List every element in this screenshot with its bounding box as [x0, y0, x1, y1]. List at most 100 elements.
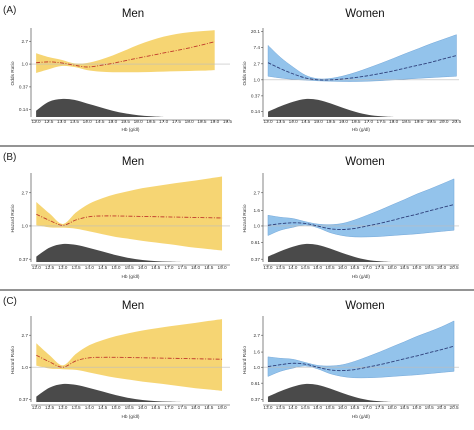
confidence-band — [36, 30, 215, 73]
x-tick-label: 16.5 — [146, 119, 156, 124]
y-tick-label: 1.0 — [253, 77, 260, 82]
panel-title: Women — [345, 300, 384, 312]
x-tick-label: 17.0 — [159, 119, 169, 124]
x-tick-label: 17.0 — [164, 405, 174, 410]
y-axis-label: Odds Ratio — [10, 61, 16, 85]
x-tick-label: 15.0 — [314, 119, 324, 124]
x-tick-label: 19.0 — [412, 405, 422, 410]
confidence-band — [267, 320, 455, 379]
y-tick-label: 1.0 — [21, 365, 28, 370]
y-tick-label: 1.0 — [21, 224, 28, 229]
confidence-band — [267, 34, 457, 82]
x-tick-label: 17.5 — [172, 119, 182, 124]
x-tick-label: 17.5 — [178, 265, 188, 270]
x-tick-label: 17.0 — [164, 265, 174, 270]
x-tick-label: 20.0 — [437, 405, 447, 410]
panel-title: Women — [345, 8, 384, 20]
confidence-band — [36, 176, 223, 251]
y-tick-label: 0.61 — [251, 240, 261, 245]
x-tick-label: 13.5 — [276, 119, 286, 124]
x-axis-label: Hb (g/dl) — [122, 127, 140, 132]
x-tick-label: 15.5 — [125, 405, 135, 410]
x-tick-label: 20.0 — [439, 119, 449, 124]
x-tick-label: 13.0 — [57, 119, 67, 124]
x-tick-label: 14.0 — [83, 119, 93, 124]
x-tick-label: 13.5 — [276, 265, 286, 270]
y-tick-label: 0.37 — [19, 257, 29, 262]
estimate-line — [267, 345, 455, 372]
x-tick-label: 17.0 — [363, 265, 373, 270]
x-tick-label: 18.0 — [389, 119, 399, 124]
x-tick-label: 18.0 — [185, 119, 195, 124]
x-tick-label: 15.5 — [326, 119, 336, 124]
y-tick-label: 1.0 — [253, 365, 260, 370]
x-tick-label: 15.0 — [313, 265, 323, 270]
x-tick-label: 16.5 — [351, 119, 361, 124]
y-tick-label: 2.7 — [21, 333, 28, 338]
y-tick-label: 0.37 — [251, 93, 261, 98]
x-tick-label: 19.5 — [425, 405, 435, 410]
x-tick-label: 18.5 — [402, 119, 412, 124]
x-tick-label: 19.0 — [412, 265, 422, 270]
y-axis-label: Odds Ratio — [242, 61, 248, 85]
x-tick-label: 13.5 — [72, 265, 82, 270]
y-tick-label: 0.37 — [251, 397, 261, 402]
x-tick-label: 19.0 — [217, 265, 227, 270]
x-tick-label: 18.5 — [400, 265, 410, 270]
panel-title: Men — [122, 300, 144, 312]
x-axis-label: Hb (g/dl) — [122, 414, 140, 419]
x-tick-label: 18.0 — [387, 265, 397, 270]
x-tick-label: 13.5 — [72, 405, 82, 410]
density-curve — [36, 383, 183, 402]
x-tick-label: 16.0 — [338, 405, 348, 410]
x-tick-label: 15.0 — [111, 265, 121, 270]
panel-title: Women — [345, 156, 384, 168]
x-tick-label: 19.5 — [427, 119, 437, 124]
y-tick-label: 0.37 — [251, 257, 261, 262]
x-tick-label: 12.0 — [32, 405, 42, 410]
estimate-line — [267, 55, 457, 81]
x-tick-label: 14.0 — [288, 405, 298, 410]
y-tick-label: 2.7 — [21, 39, 28, 44]
x-tick-label: 14.5 — [301, 265, 311, 270]
x-tick-label: 14.5 — [98, 405, 108, 410]
x-tick-label: 16.0 — [138, 405, 148, 410]
x-tick-label: 15.0 — [313, 405, 323, 410]
x-axis-label: Hb (g/dl) — [352, 414, 370, 419]
panel-a-men: Men 0.14 0.37 1.0 2.7 12.0 12.5 13.0 13.5 14.0 14.… — [10, 8, 232, 132]
x-tick-label: 18.0 — [191, 405, 201, 410]
y-tick-label: 2.7 — [253, 333, 260, 338]
x-tick-label: 16.5 — [350, 405, 360, 410]
x-tick-label: 13.0 — [58, 405, 68, 410]
panel-title: Men — [122, 8, 144, 20]
x-tick-label: 17.0 — [363, 405, 373, 410]
x-tick-label: 16.5 — [151, 265, 161, 270]
y-tick-label: 20.1 — [251, 29, 261, 34]
density-curve — [268, 98, 394, 117]
panel-label-c: (C) — [3, 296, 17, 307]
y-axis-label: Hazard Ratio — [242, 346, 248, 374]
y-tick-label: 0.37 — [19, 85, 29, 90]
density-curve — [267, 243, 393, 262]
x-tick-label: 14.0 — [85, 405, 95, 410]
x-tick-label: 12.5 — [45, 405, 55, 410]
x-tick-label: 14.5 — [95, 119, 105, 124]
x-tick-label: 14.5 — [98, 265, 108, 270]
x-tick-label: 15.5 — [121, 119, 131, 124]
x-tick-label: 18.5 — [197, 119, 207, 124]
x-tick-label: 12.5 — [44, 119, 54, 124]
y-tick-label: 0.37 — [19, 397, 29, 402]
estimate-line — [267, 204, 455, 230]
x-axis-label: Hb (g/dl) — [352, 274, 370, 279]
y-tick-label: 7.4 — [253, 45, 260, 50]
y-tick-label: 1.0 — [253, 224, 260, 229]
panel-c-men: Men 0.37 1.0 2.7 12.0 12.5 13.0 13.5 14.0 14.5 15.… — [10, 300, 230, 419]
x-tick-label: 19.0 — [210, 119, 220, 124]
x-tick-label: 13.0 — [263, 265, 273, 270]
x-tick-label: 17.5 — [377, 119, 387, 124]
x-tick-label: 16.5 — [151, 405, 161, 410]
x-tick-label: 19.0 — [414, 119, 424, 124]
